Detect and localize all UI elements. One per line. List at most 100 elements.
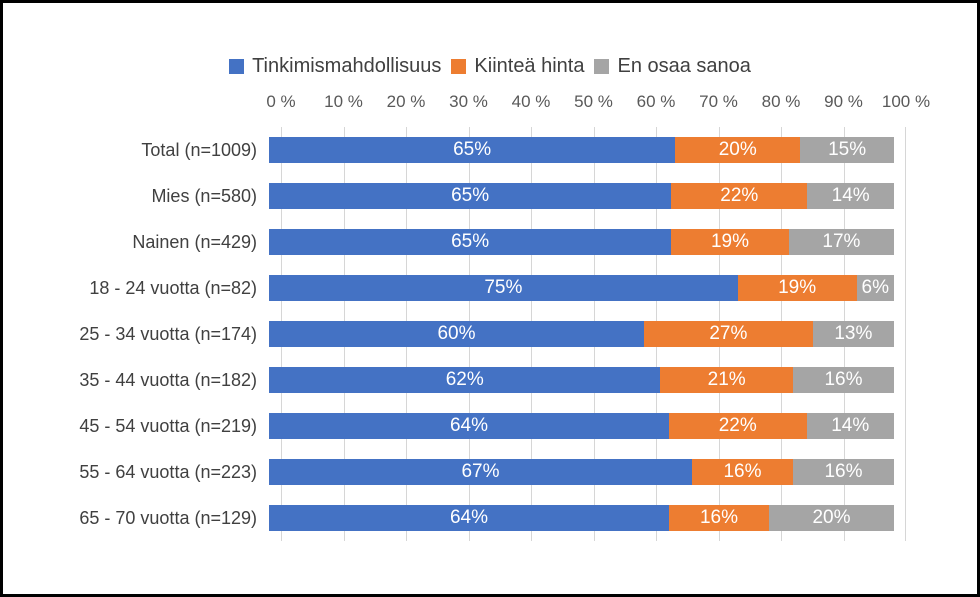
bar-segment-tinkimismahdollisuus: 60% xyxy=(269,321,644,347)
bar-segment-kiintea-hinta: 22% xyxy=(671,183,808,209)
bar-row: 18 - 24 vuotta (n=82) 75% 19% 6% xyxy=(3,265,977,311)
bar-segment-tinkimismahdollisuus: 75% xyxy=(269,275,738,301)
bar-segment-en-osaa-sanoa: 6% xyxy=(856,275,894,301)
category-label: 45 - 54 vuotta (n=219) xyxy=(79,415,257,436)
x-axis-tick: 50 % xyxy=(574,92,613,111)
bar-segment-value: 65% xyxy=(453,139,492,160)
bar-segment-kiintea-hinta: 21% xyxy=(660,367,793,393)
x-axis-tick: 40 % xyxy=(511,92,551,111)
x-axis-tick: 60 % xyxy=(636,92,676,111)
bar-track: 75% 19% 6% xyxy=(269,275,894,301)
x-axis-tick: 20 % xyxy=(386,92,426,111)
bar-segment-tinkimismahdollisuus: 62% xyxy=(269,367,661,393)
bar-segment-value: 67% xyxy=(461,461,500,482)
bar-segment-tinkimismahdollisuus: 65% xyxy=(269,183,672,209)
bar-segment-value: 19% xyxy=(778,277,817,298)
bar-track: 64% 16% 20% xyxy=(269,505,894,531)
legend: Tinkimismahdollisuus Kiinteä hinta En osaa… xyxy=(3,53,977,79)
bar-segment-value: 6% xyxy=(861,277,889,298)
legend-label: Kiinteä hinta xyxy=(474,54,585,77)
bar-segment-en-osaa-sanoa: 14% xyxy=(807,183,894,209)
bar-segment-tinkimismahdollisuus: 64% xyxy=(269,505,669,531)
bar-row: Total (n=1009) 65% 20% 15% xyxy=(3,127,977,173)
bar-rows: Total (n=1009) 65% 20% 15% Mies (n=580) 65% 22… xyxy=(3,127,977,541)
bar-segment-tinkimismahdollisuus: 67% xyxy=(269,459,692,485)
bar-segment-value: 65% xyxy=(451,231,490,252)
x-axis-tick: 0 % xyxy=(266,92,296,111)
bar-segment-value: 22% xyxy=(720,185,759,206)
legend-swatch-tinkimismahdollisuus xyxy=(229,58,245,74)
x-axis-tick: 10 % xyxy=(324,92,363,111)
bar-segment-value: 75% xyxy=(484,277,523,298)
bar-segment-en-osaa-sanoa: 16% xyxy=(792,459,894,485)
bar-segment-value: 21% xyxy=(707,369,746,390)
bar-segment-en-osaa-sanoa: 15% xyxy=(800,137,894,163)
x-axis-tick: 90 % xyxy=(824,92,863,111)
bar-segment-kiintea-hinta: 16% xyxy=(669,505,769,531)
bar-segment-value: 14% xyxy=(831,185,870,206)
category-label: 55 - 64 vuotta (n=223) xyxy=(79,461,257,482)
bar-row: 65 - 70 vuotta (n=129) 64% 16% 20% xyxy=(3,495,977,541)
category-label: 35 - 44 vuotta (n=182) xyxy=(79,369,257,390)
legend-label: Tinkimismahdollisuus xyxy=(252,54,442,77)
bar-segment-tinkimismahdollisuus: 65% xyxy=(269,137,676,163)
bar-row: Nainen (n=429) 65% 19% 17% xyxy=(3,219,977,265)
category-label: 65 - 70 vuotta (n=129) xyxy=(79,507,257,528)
bar-segment-value: 16% xyxy=(824,461,863,482)
bar-segment-kiintea-hinta: 16% xyxy=(691,459,793,485)
category-label: Total (n=1009) xyxy=(141,139,257,160)
bar-track: 60% 27% 13% xyxy=(269,321,894,347)
bar-segment-kiintea-hinta: 22% xyxy=(669,413,807,439)
bar-segment-en-osaa-sanoa: 13% xyxy=(812,321,894,347)
bar-segment-en-osaa-sanoa: 14% xyxy=(806,413,894,439)
category-label: 25 - 34 vuotta (n=174) xyxy=(79,323,257,344)
bar-segment-value: 13% xyxy=(834,323,873,344)
bar-track: 64% 22% 14% xyxy=(269,413,894,439)
bar-track: 65% 20% 15% xyxy=(269,137,894,163)
legend-swatch-kiintea-hinta xyxy=(451,58,467,74)
bar-segment-value: 17% xyxy=(822,231,861,252)
bar-segment-value: 20% xyxy=(812,507,851,528)
bar-track: 62% 21% 16% xyxy=(269,367,894,393)
gridline xyxy=(905,127,906,541)
category-label: Nainen (n=429) xyxy=(132,231,257,252)
bar-segment-value: 64% xyxy=(449,507,489,528)
bar-segment-value: 14% xyxy=(831,415,870,436)
x-axis-tick: 70 % xyxy=(699,92,738,111)
bar-segment-value: 16% xyxy=(699,507,739,528)
bar-segment-value: 20% xyxy=(718,139,757,160)
bar-segment-value: 27% xyxy=(709,323,748,344)
legend-swatch-en-osaa-sanoa xyxy=(594,58,610,74)
bar-row: 45 - 54 vuotta (n=219) 64% 22% 14% xyxy=(3,403,977,449)
legend-label: En osaa sanoa xyxy=(617,54,751,77)
bar-segment-value: 16% xyxy=(824,369,863,390)
legend-item-kiintea-hinta: Kiinteä hinta xyxy=(451,55,584,78)
legend-item-tinkimismahdollisuus: Tinkimismahdollisuus xyxy=(229,55,441,78)
bar-track: 65% 22% 14% xyxy=(269,183,894,209)
x-axis: 0 % 10 % 20 % 30 % 40 % 50 % 60 % 70 % 80 % 90 % 1… xyxy=(266,90,930,114)
bar-segment-kiintea-hinta: 19% xyxy=(737,275,857,301)
bar-segment-value: 16% xyxy=(723,461,762,482)
bar-segment-en-osaa-sanoa: 20% xyxy=(769,505,894,531)
bar-segment-kiintea-hinta: 20% xyxy=(675,137,801,163)
category-label: Mies (n=580) xyxy=(151,185,257,206)
bar-track: 67% 16% 16% xyxy=(269,459,894,485)
bar-segment-tinkimismahdollisuus: 65% xyxy=(269,229,672,255)
legend-item-en-osaa-sanoa: En osaa sanoa xyxy=(594,54,751,78)
bar-segment-kiintea-hinta: 27% xyxy=(644,321,813,347)
bar-segment-value: 65% xyxy=(451,185,490,206)
bar-segment-value: 60% xyxy=(437,323,476,344)
x-axis-tick: 80 % xyxy=(761,92,801,111)
bar-row: 35 - 44 vuotta (n=182) 62% 21% 16% xyxy=(3,357,977,403)
bar-segment-value: 19% xyxy=(710,231,750,252)
x-axis-tick: 30 % xyxy=(449,92,488,111)
bar-segment-value: 15% xyxy=(828,139,867,160)
bar-segment-tinkimismahdollisuus: 64% xyxy=(269,413,669,439)
bar-segment-kiintea-hinta: 19% xyxy=(671,229,789,255)
bar-row: Mies (n=580) 65% 22% 14% xyxy=(3,173,977,219)
bar-row: 55 - 64 vuotta (n=223) 67% 16% 16% xyxy=(3,449,977,495)
category-label: 18 - 24 vuotta (n=82) xyxy=(89,277,257,298)
bar-track: 65% 19% 17% xyxy=(269,229,894,255)
bar-segment-value: 64% xyxy=(449,415,489,436)
